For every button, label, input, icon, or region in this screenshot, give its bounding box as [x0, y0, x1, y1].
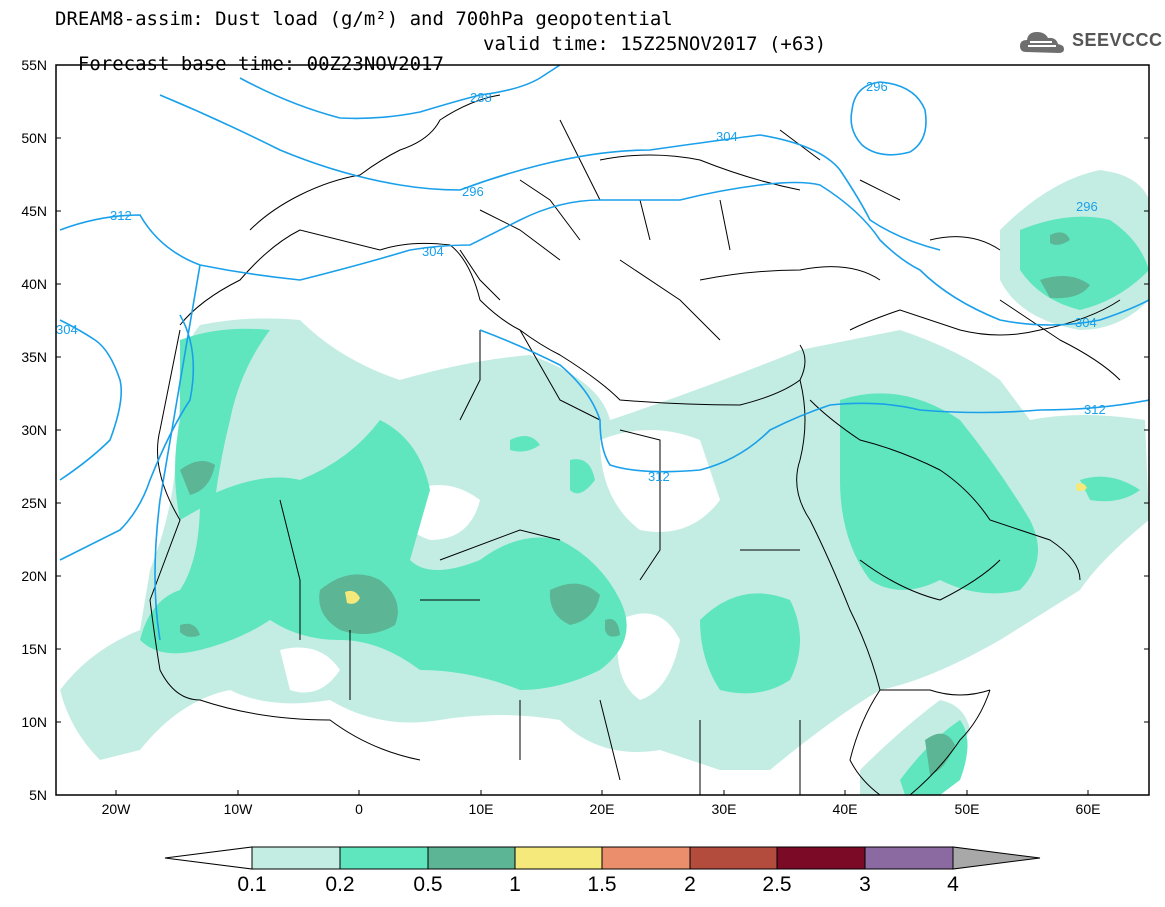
colorbar-label: 0.5 — [413, 873, 442, 896]
valid-time: valid time: 15Z25NOV2017 (+63) — [483, 33, 827, 55]
lat-label: 35N — [21, 349, 47, 365]
colorbar-label: 1.5 — [587, 873, 616, 896]
colorbar-swatch — [251, 846, 341, 870]
lon-label: 20W — [102, 801, 132, 817]
dust-field — [59, 65, 1149, 795]
lon-label: 60E — [1076, 801, 1101, 817]
lat-label: 30N — [21, 422, 47, 438]
contour-label: 288 — [470, 90, 492, 105]
cloud-icon — [1020, 32, 1064, 53]
colorbar-low-arrow — [164, 846, 253, 870]
contour-labels: 288 296 296 296 304 304 304 304 312 312 … — [56, 79, 1106, 484]
lat-label: 5N — [29, 787, 47, 803]
lon-label: 20E — [590, 801, 615, 817]
colorbar-label: 3 — [859, 873, 871, 896]
map-title: DREAM8-assim: Dust load (g/m²) and 700hP… — [55, 8, 673, 30]
contour-label: 304 — [422, 244, 444, 259]
contour-label: 296 — [1076, 199, 1098, 214]
contour-label: 304 — [716, 129, 738, 144]
contour-label: 304 — [1075, 315, 1097, 330]
colorbar-label: 0.2 — [325, 873, 354, 896]
lon-label: 50E — [955, 801, 980, 817]
contour-label: 296 — [462, 184, 484, 199]
lon-label: 10W — [224, 801, 254, 817]
colorbar-label: 2.5 — [762, 873, 791, 896]
colorbar-label: 0.1 — [237, 873, 266, 896]
colorbar-swatch — [776, 846, 866, 870]
lat-label: 15N — [21, 641, 47, 657]
colorbar-swatch — [864, 846, 954, 870]
lon-labels: 20W 10W 0 10E 20E 30E 40E 50E 60E — [102, 801, 1101, 817]
lat-labels: 55N 50N 45N 40N 35N 30N 25N 20N 15N 10N … — [21, 57, 47, 803]
lon-label: 10E — [469, 801, 494, 817]
colorbar-swatch — [427, 846, 516, 870]
colorbar-label: 4 — [947, 873, 959, 896]
lat-label: 40N — [21, 276, 47, 292]
contour-label: 312 — [1084, 402, 1106, 417]
colorbar-swatch — [689, 846, 778, 870]
lat-label: 25N — [21, 495, 47, 511]
lon-label: 0 — [355, 801, 363, 817]
lat-label: 50N — [21, 130, 47, 146]
colorbar-labels: 0.1 0.2 0.5 1 1.5 2 2.5 3 4 — [237, 873, 959, 896]
colorbar-label: 2 — [684, 873, 696, 896]
lon-label: 30E — [712, 801, 737, 817]
colorbar — [164, 846, 1041, 870]
colorbar-swatch — [339, 846, 429, 870]
colorbar-label: 1 — [509, 873, 521, 896]
lat-label: 10N — [21, 714, 47, 730]
forecast-base-time: Forecast base time: 00Z23NOV2017 — [77, 53, 444, 75]
lon-label: 40E — [833, 801, 858, 817]
contour-label: 312 — [648, 469, 670, 484]
lat-label: 55N — [21, 57, 47, 73]
colorbar-high-arrow — [952, 846, 1041, 870]
lat-label: 20N — [21, 568, 47, 584]
contour-label: 304 — [56, 322, 78, 337]
logo-text: SEEVCCC — [1072, 30, 1163, 50]
colorbar-swatch — [601, 846, 691, 870]
contour-label: 312 — [110, 208, 132, 223]
lat-label: 45N — [21, 203, 47, 219]
contour-label: 296 — [866, 79, 888, 94]
colorbar-swatch — [514, 846, 603, 870]
forecast-times: Forecast base time: 00Z23NOV2017 valid t… — [55, 34, 826, 94]
